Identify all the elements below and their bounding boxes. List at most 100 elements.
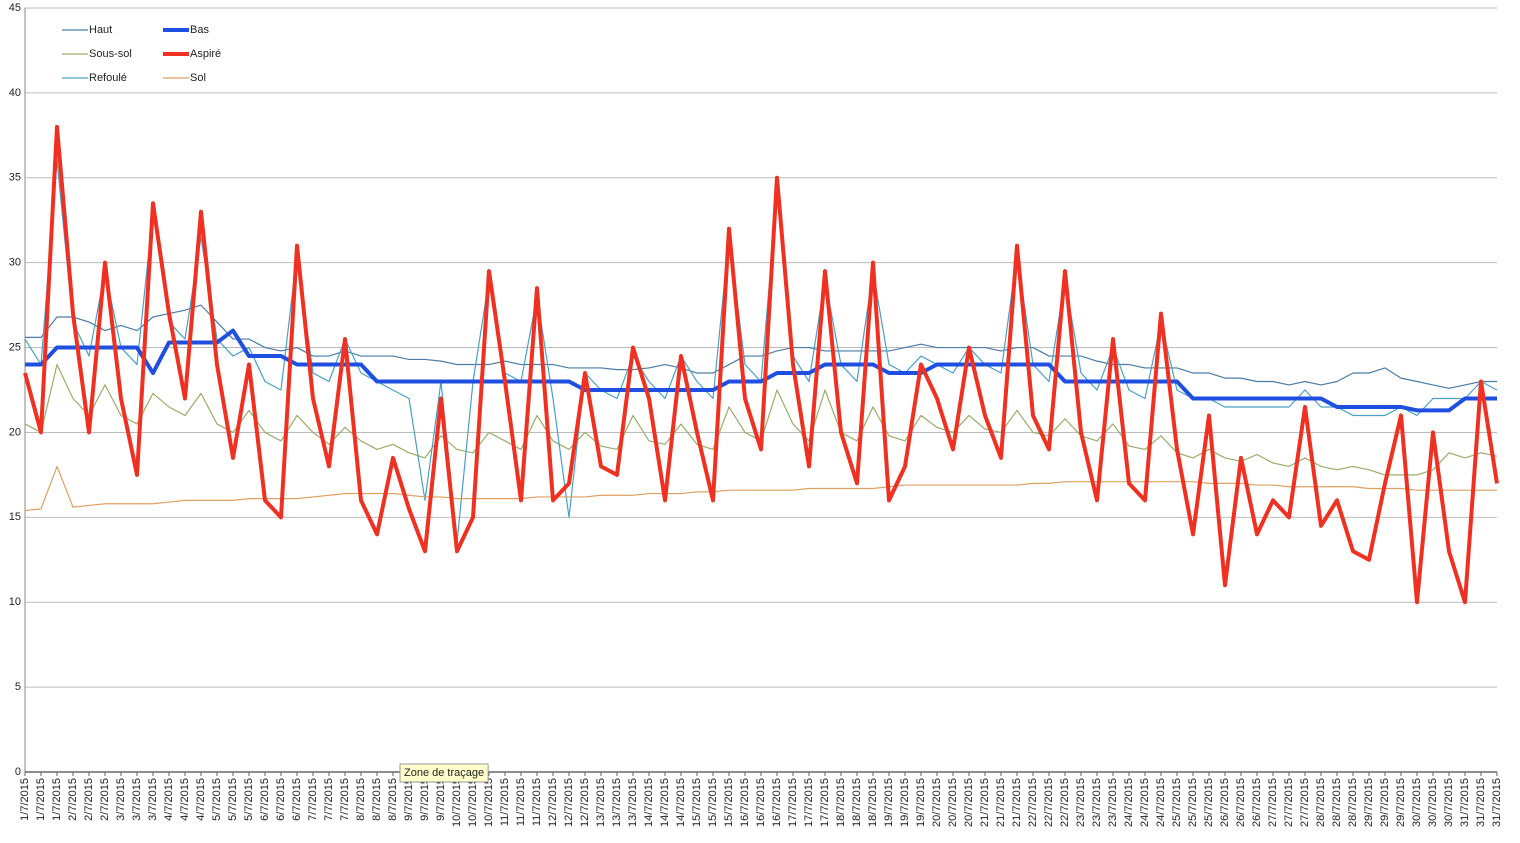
x-tick-label: 3/7/2015: [115, 778, 127, 821]
x-tick-label: 13/7/2015: [595, 778, 607, 827]
series-line: [25, 328, 1497, 413]
legend-label: Bas: [190, 24, 209, 36]
legend-label: Sol: [190, 72, 206, 84]
x-tick-label: 1/7/2015: [35, 778, 47, 821]
legend-label: Haut: [89, 24, 112, 36]
y-tick-label: 10: [9, 596, 21, 608]
y-tick-label: 15: [9, 511, 21, 523]
x-tick-label: 5/7/2015: [227, 778, 239, 821]
x-tick-label: 4/7/2015: [195, 778, 207, 821]
y-tick-label: 35: [9, 172, 21, 184]
x-tick-label: 4/7/2015: [163, 778, 175, 821]
x-tick-label: 19/7/2015: [899, 778, 911, 827]
y-tick-label: 45: [9, 2, 21, 14]
series-line: [23, 124, 1499, 605]
y-tick-label: 25: [9, 341, 21, 353]
y-tick-label: 40: [9, 87, 21, 99]
x-tick-label: 15/7/2015: [723, 778, 735, 827]
x-tick-label: 31/7/2015: [1475, 778, 1487, 827]
x-tick-label: 16/7/2015: [771, 778, 783, 827]
x-tick-label: 13/7/2015: [611, 778, 623, 827]
x-tick-label: 27/7/2015: [1283, 778, 1295, 827]
x-tick-label: 7/7/2015: [323, 778, 335, 821]
x-tick-label: 14/7/2015: [675, 778, 687, 827]
x-tick-label: 6/7/2015: [291, 778, 303, 821]
x-tick-label: 23/7/2015: [1107, 778, 1119, 827]
x-tick-label: 10/7/2015: [483, 778, 495, 827]
x-tick-label: 12/7/2015: [547, 778, 559, 827]
x-tick-label: 17/7/2015: [803, 778, 815, 827]
x-tick-label: 18/7/2015: [867, 778, 879, 827]
x-tick-label: 20/7/2015: [931, 778, 943, 827]
x-tick-label: 22/7/2015: [1043, 778, 1055, 827]
x-tick-label: 16/7/2015: [755, 778, 767, 827]
x-tick-label: 8/7/2015: [371, 778, 383, 821]
x-tick-label: 13/7/2015: [627, 778, 639, 827]
x-tick-label: 5/7/2015: [243, 778, 255, 821]
x-tick-label: 22/7/2015: [1059, 778, 1071, 827]
legend-label: Refoulé: [89, 72, 127, 84]
x-tick-label: 28/7/2015: [1347, 778, 1359, 827]
x-tick-label: 19/7/2015: [915, 778, 927, 827]
x-tick-label: 2/7/2015: [99, 778, 111, 821]
x-tick-label: 23/7/2015: [1075, 778, 1087, 827]
x-tick-label: 2/7/2015: [67, 778, 79, 821]
tooltip: Zone de traçage: [399, 763, 489, 783]
x-tick-label: 3/7/2015: [131, 778, 143, 821]
x-tick-label: 27/7/2015: [1299, 778, 1311, 827]
x-tick-label: 24/7/2015: [1155, 778, 1167, 827]
legend-label: Sous-sol: [89, 48, 132, 60]
x-tick-label: 26/7/2015: [1219, 778, 1231, 827]
x-tick-label: 26/7/2015: [1251, 778, 1263, 827]
x-tick-label: 21/7/2015: [995, 778, 1007, 827]
y-tick-label: 5: [15, 681, 21, 693]
x-tick-label: 18/7/2015: [851, 778, 863, 827]
x-tick-label: 14/7/2015: [643, 778, 655, 827]
x-tick-label: 27/7/2015: [1267, 778, 1279, 827]
x-tick-label: 29/7/2015: [1395, 778, 1407, 827]
x-tick-label: 1/7/2015: [19, 778, 31, 821]
y-tick-label: 0: [15, 766, 21, 778]
x-tick-label: 31/7/2015: [1459, 778, 1471, 827]
x-tick-label: 12/7/2015: [563, 778, 575, 827]
x-tick-label: 29/7/2015: [1379, 778, 1391, 827]
x-tick-label: 1/7/2015: [51, 778, 63, 821]
x-tick-label: 8/7/2015: [355, 778, 367, 821]
x-tick-label: 17/7/2015: [819, 778, 831, 827]
x-tick-label: 21/7/2015: [979, 778, 991, 827]
x-tick-label: 31/7/2015: [1491, 778, 1503, 827]
x-tick-label: 30/7/2015: [1427, 778, 1439, 827]
x-tick-label: 14/7/2015: [659, 778, 671, 827]
x-tick-label: 11/7/2015: [515, 778, 527, 826]
y-tick-label: 20: [9, 426, 21, 438]
x-tick-label: 30/7/2015: [1411, 778, 1423, 827]
x-tick-label: 25/7/2015: [1203, 778, 1215, 827]
x-tick-label: 17/7/2015: [787, 778, 799, 827]
x-tick-label: 11/7/2015: [531, 778, 543, 826]
legend-label: Aspiré: [190, 48, 221, 60]
x-tick-label: 15/7/2015: [707, 778, 719, 827]
x-tick-label: 15/7/2015: [691, 778, 703, 827]
y-tick-label: 30: [9, 257, 21, 269]
x-tick-label: 4/7/2015: [179, 778, 191, 821]
tooltip-box: [399, 763, 489, 783]
x-tick-label: 30/7/2015: [1443, 778, 1455, 827]
x-tick-label: 3/7/2015: [147, 778, 159, 821]
x-tick-label: 20/7/2015: [947, 778, 959, 827]
x-tick-label: 9/7/2015: [403, 778, 415, 821]
x-tick-label: 7/7/2015: [307, 778, 319, 821]
x-tick-label: 23/7/2015: [1091, 778, 1103, 827]
x-tick-label: 24/7/2015: [1123, 778, 1135, 827]
x-tick-label: 10/7/2015: [467, 778, 479, 827]
x-tick-label: 22/7/2015: [1027, 778, 1039, 827]
x-tick-label: 2/7/2015: [83, 778, 95, 821]
x-tick-label: 7/7/2015: [339, 778, 351, 821]
x-tick-label: 19/7/2015: [883, 778, 895, 827]
tooltip-text: Zone de traçage: [404, 767, 484, 779]
x-tick-label: 18/7/2015: [835, 778, 847, 827]
x-tick-label: 12/7/2015: [579, 778, 591, 827]
x-tick-label: 5/7/2015: [211, 778, 223, 821]
x-tick-label: 11/7/2015: [499, 778, 511, 826]
